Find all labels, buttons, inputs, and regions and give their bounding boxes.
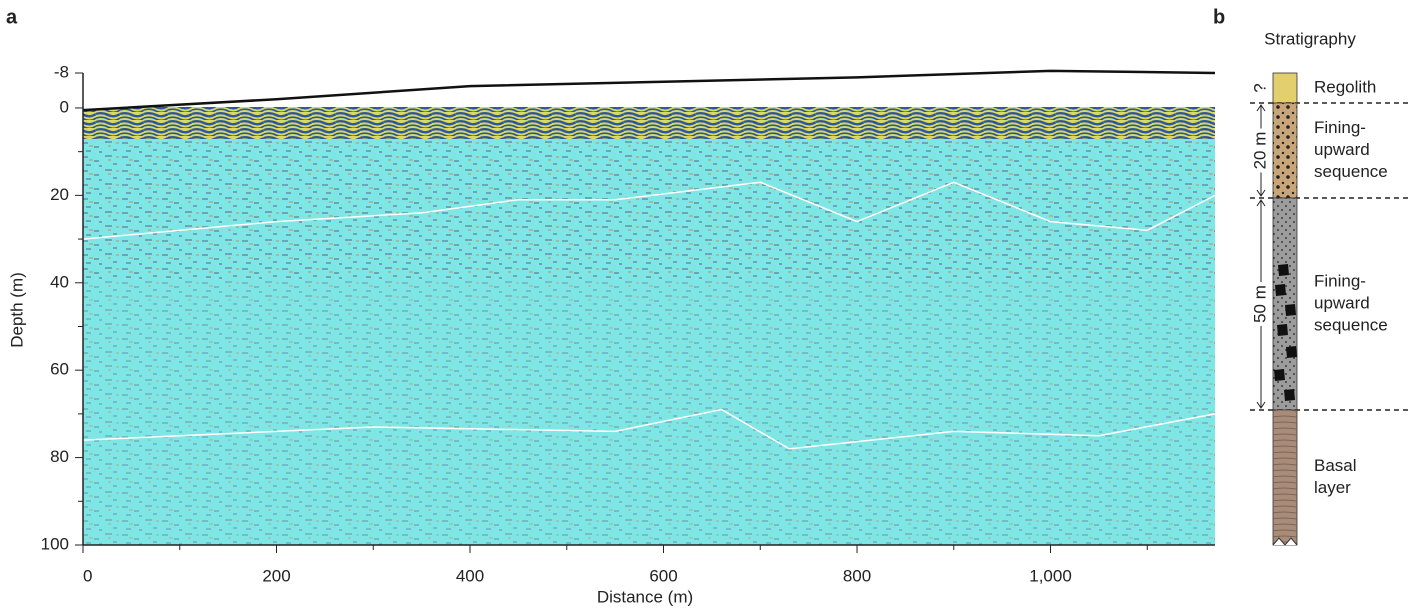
- clast: [1275, 284, 1286, 296]
- layer-texture: [1273, 410, 1297, 545]
- layer-texture: [1273, 103, 1297, 198]
- column-base: [1272, 537, 1298, 546]
- label-bg: [1252, 282, 1270, 326]
- x-tick-label: 400: [456, 566, 484, 585]
- layer-label: Regolith: [1314, 77, 1376, 96]
- label-bg: [1252, 128, 1270, 173]
- y-tick-label: 100: [41, 534, 69, 553]
- clast: [1285, 304, 1296, 316]
- layer-label: layer: [1314, 478, 1351, 497]
- y-tick-label: 60: [50, 360, 69, 379]
- x-tick-label: 800: [843, 566, 871, 585]
- reflector-line: [82, 181, 1216, 240]
- y-tick-label: 80: [50, 447, 69, 466]
- layer-label: Fining-: [1314, 271, 1366, 290]
- layer-label: upward: [1314, 293, 1370, 312]
- arrow-head: [1256, 104, 1266, 197]
- x-tick-label: 200: [262, 566, 290, 585]
- layer-label: Basal: [1314, 456, 1357, 475]
- layer-label: Fining-: [1314, 118, 1366, 137]
- thickness-label: 50 m: [1250, 285, 1269, 323]
- clast: [1286, 346, 1297, 358]
- x-tick-label: 0: [83, 566, 92, 585]
- y-tick-label: 20: [50, 185, 69, 204]
- arrow-head: [1256, 199, 1266, 409]
- clast: [1277, 324, 1288, 336]
- layer: [1272, 72, 1298, 104]
- y-tick-label: 0: [60, 97, 69, 116]
- y-tick-label: 40: [50, 272, 69, 291]
- panel-label: b: [1213, 6, 1225, 28]
- y-axis-label: Depth (m): [7, 272, 26, 348]
- uncertain-mark: ?: [1250, 83, 1269, 92]
- reflector-line: [82, 408, 1216, 450]
- reflector-line: [82, 69, 1216, 112]
- layer-label: upward: [1314, 140, 1370, 159]
- x-tick-label: 600: [649, 566, 677, 585]
- y-tick-label: -8: [54, 62, 69, 81]
- x-axis-label: Distance (m): [597, 587, 693, 606]
- x-tick-label: 1,000: [1029, 566, 1072, 585]
- mask: [83, 69, 1215, 111]
- thickness-label: 20 m: [1250, 132, 1269, 170]
- clast: [1274, 369, 1285, 381]
- layer-label: sequence: [1314, 162, 1388, 181]
- clast: [1278, 264, 1289, 276]
- layer-label: sequence: [1314, 315, 1388, 334]
- column-title: Stratigraphy: [1264, 29, 1356, 48]
- clast: [1284, 389, 1295, 401]
- panel-label: a: [6, 6, 18, 28]
